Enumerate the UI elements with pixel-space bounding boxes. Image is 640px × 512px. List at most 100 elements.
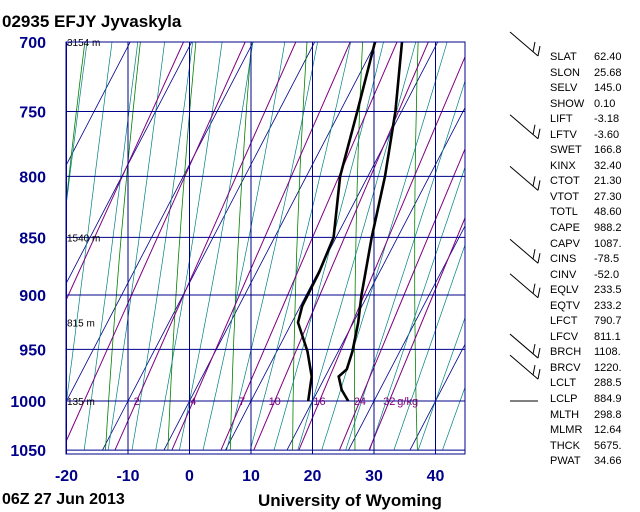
index-row: LCLT 288.5 <box>548 376 640 392</box>
index-row: CAPE 988.2 <box>548 221 640 237</box>
index-value: 21.30 <box>594 175 622 188</box>
index-name: THCK <box>550 439 580 452</box>
index-name: SHOW <box>550 97 585 110</box>
mixing-ratio-label: 32 <box>383 396 395 408</box>
moist-adiabat-line <box>107 42 165 451</box>
index-row: LFCT 790.7 <box>548 314 640 330</box>
index-name: LIFT <box>550 113 573 126</box>
index-row: VTOT 27.30 <box>548 190 640 206</box>
temperature-tick-label: 40 <box>427 468 445 485</box>
index-name: EQTV <box>550 299 580 312</box>
isotherm-line <box>0 0 26 450</box>
index-value: 1220. <box>594 361 622 374</box>
mixing-ratio-line <box>339 147 465 451</box>
mixing-ratio-label: 16 <box>313 396 325 408</box>
mixing-ratio-label: 10 <box>269 396 281 408</box>
index-name: CAPV <box>550 237 580 250</box>
dry-adiabat-line <box>529 28 542 451</box>
index-name: PWAT <box>550 455 581 468</box>
index-value: 233.2 <box>594 299 622 312</box>
wind-barb <box>509 166 541 191</box>
index-row: LFCV 811.1 <box>548 330 640 346</box>
isotherm-line <box>66 42 193 285</box>
height-label: 135 m <box>67 397 95 408</box>
index-row: LCLP 884.9 <box>548 392 640 408</box>
plot-frame <box>65 41 466 455</box>
index-name: CTOT <box>550 175 580 188</box>
temperature-tick-label: 20 <box>304 468 322 485</box>
index-value: 288.5 <box>594 377 622 390</box>
index-name: SLON <box>550 66 580 79</box>
pressure-tick-label: 950 <box>19 342 46 359</box>
wind-barb <box>509 333 541 359</box>
temperature-tick-label: -10 <box>116 468 139 485</box>
pressure-tick-label: 850 <box>19 230 46 247</box>
height-label: 3154 m <box>67 38 100 49</box>
moist-adiabat-line <box>417 316 465 451</box>
wind-barb <box>509 114 541 140</box>
pressure-tick-label: 750 <box>19 104 46 121</box>
index-row: EQLV 233.5 <box>548 283 640 299</box>
dry-adiabat-line <box>105 42 141 451</box>
index-row: CTOT 21.30 <box>548 174 640 190</box>
index-value: 48.60 <box>594 206 622 219</box>
index-name: BRCV <box>550 361 581 374</box>
wind-barb <box>509 273 541 299</box>
wind-barb <box>509 238 541 264</box>
index-value: 25.68 <box>594 66 622 79</box>
index-value: 811.1 <box>594 330 621 343</box>
observation-time: 06Z 27 Jun 2013 <box>2 491 125 508</box>
moist-adiabat-line <box>297 42 417 451</box>
isotherm-line <box>409 343 465 451</box>
index-name: BRCH <box>550 346 582 359</box>
index-value: 32.40 <box>594 159 622 172</box>
index-name: LFCT <box>550 315 578 328</box>
moist-adiabat-line <box>249 42 352 451</box>
index-row: BRCV 1220. <box>548 361 640 377</box>
mixing-ratio-label: 24 <box>354 396 366 408</box>
index-name: LCLT <box>550 377 577 390</box>
index-value: 145.0 <box>594 82 622 95</box>
index-row: KINX 32.40 <box>548 159 640 175</box>
dry-adiabat-line <box>292 42 308 451</box>
temperature-profile-line <box>337 42 404 402</box>
index-value: 0.10 <box>594 97 616 110</box>
height-label: 815 m <box>67 319 95 330</box>
index-row: CINS -78.5 <box>548 252 640 268</box>
index-value: 62.40 <box>594 51 622 63</box>
pressure-tick-label: 1000 <box>10 394 46 411</box>
index-row: SWET 166.8 <box>548 143 640 159</box>
index-row: CAPV 1087. <box>548 237 640 253</box>
index-value: 34.66 <box>594 455 622 468</box>
index-value: 27.30 <box>594 190 622 203</box>
wind-barb <box>509 354 541 380</box>
mixing-ratio-line <box>114 42 297 451</box>
mixing-ratio-label: 2 <box>134 396 140 408</box>
station-title: 02935 EFJY Jyvaskyla <box>2 12 182 31</box>
mixing-ratio-line <box>368 216 465 451</box>
temperature-tick-label: 30 <box>365 468 383 485</box>
mixing-ratio-line <box>66 42 246 443</box>
isotherm-line <box>66 42 70 49</box>
moist-adiabat-line <box>369 166 465 451</box>
index-value: 166.8 <box>594 144 622 157</box>
index-value: -78.5 <box>594 253 620 266</box>
pressure-tick-label: 800 <box>19 169 46 186</box>
pressure-tick-label: 900 <box>19 288 46 305</box>
mixing-ratio-line <box>171 42 351 451</box>
moist-adiabat-line <box>442 386 465 451</box>
index-name: TOTL <box>550 206 578 219</box>
index-value: -52.0 <box>594 268 620 281</box>
index-value: -3.18 <box>594 113 620 126</box>
mixing-ratio-unit-label: g/kg <box>397 396 418 408</box>
index-row: THCK 5675. <box>548 439 640 455</box>
index-value: 233.5 <box>594 284 622 297</box>
index-name: SWET <box>550 144 582 157</box>
index-row: LFTV -3.60 <box>548 128 640 144</box>
index-name: LCLP <box>550 393 578 406</box>
isotherm-line <box>286 106 465 451</box>
index-row: SHOW 0.10 <box>548 97 640 113</box>
data-source: University of Wyoming <box>258 491 442 510</box>
index-name: LFTV <box>550 128 577 141</box>
